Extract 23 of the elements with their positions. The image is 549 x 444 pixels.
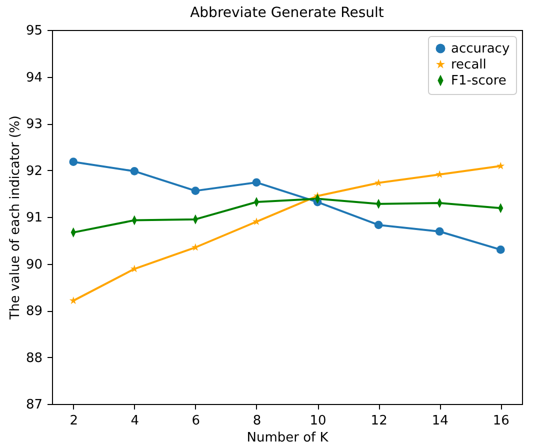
chart-title: Abbreviate Generate Result	[190, 5, 384, 21]
legend-label: F1-score	[451, 74, 506, 88]
x-tick-label: 4	[130, 414, 140, 428]
x-axis-title: Number of K	[246, 430, 329, 444]
x-tick-label: 2	[70, 414, 78, 428]
y-tick-label: 88	[26, 350, 42, 366]
x-tick-label: 6	[192, 414, 200, 428]
y-tick-label: 87	[26, 398, 42, 412]
y-tick-label: 89	[26, 304, 42, 319]
y-tick-label: 95	[26, 24, 42, 38]
y-tick-label: 91	[26, 210, 42, 226]
y-tick-label: 93	[26, 117, 42, 132]
x-tick-label: 16	[492, 414, 510, 428]
x-tick-label: 12	[370, 414, 388, 428]
x-tick-label: 8	[252, 414, 262, 428]
y-axis-title: The value of each indicator (%)	[8, 116, 23, 320]
y-tick-label: 90	[26, 257, 42, 272]
y-tick-label: 94	[26, 70, 42, 86]
x-tick-label: 10	[310, 414, 326, 428]
y-tick-label: 92	[26, 164, 42, 179]
legend-label: accuracy	[451, 42, 510, 56]
x-tick-label: 14	[432, 414, 448, 428]
legend-label: recall	[451, 58, 486, 72]
